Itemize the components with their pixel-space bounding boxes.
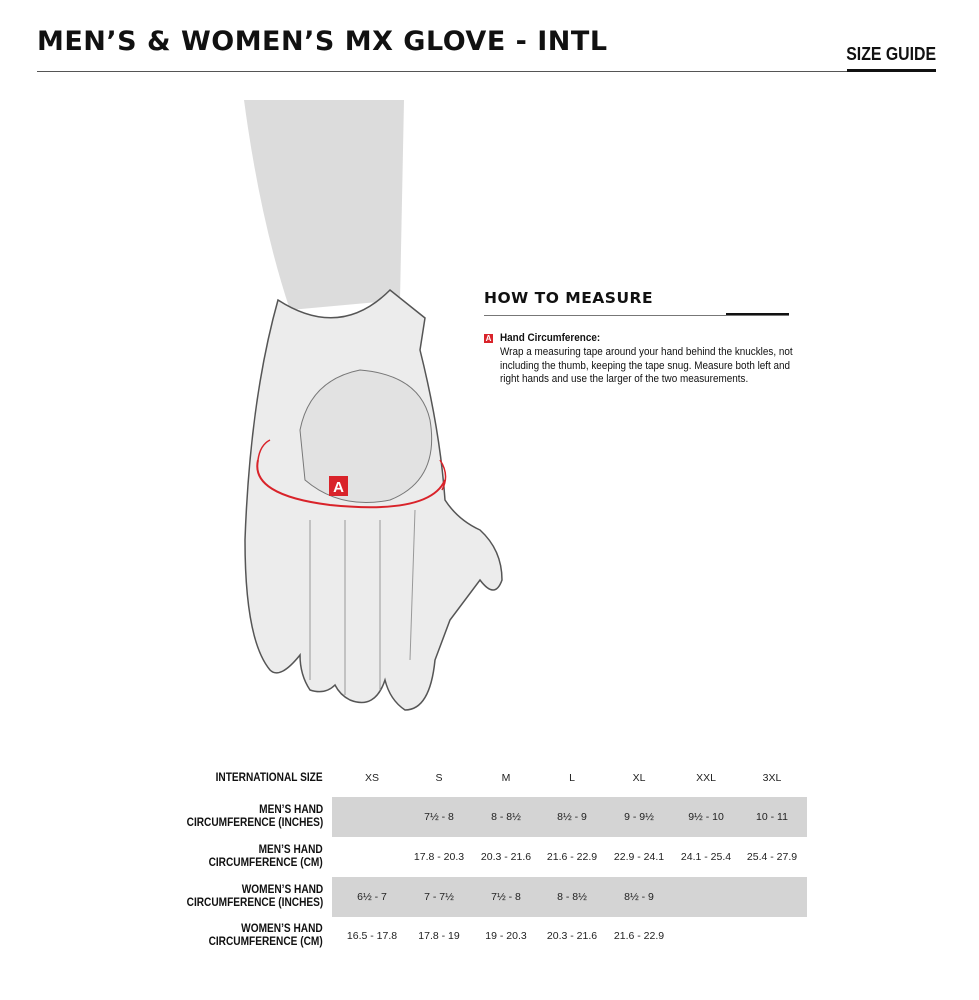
finger-lines [309, 509, 416, 695]
table-cell: 21.6 - 22.9 [613, 930, 665, 942]
measure-heading: Hand Circumference: [500, 332, 601, 344]
table-cell [739, 916, 805, 956]
row-shading [332, 877, 807, 917]
table-cell: 9 - 9½ [624, 811, 654, 823]
table-row: MEN’S HAND CIRCUMFERENCE (INCHES) 7½ - 8 8… [0, 797, 979, 837]
size-header: L [569, 772, 575, 784]
table-row: WOMEN’S HAND CIRCUMFERENCE (CM) 16.5 - 17… [0, 916, 979, 956]
measure-badge: A [484, 334, 493, 343]
table-cell [339, 837, 405, 877]
table-cell: 8 - 8½ [557, 891, 587, 903]
marker-a [329, 476, 348, 496]
size-guide-label: SIZE GUIDE [846, 44, 936, 64]
table-row: WOMEN’S HAND CIRCUMFERENCE (INCHES) 6½ - … [0, 877, 979, 917]
table-cell: 22.9 - 24.1 [613, 851, 665, 863]
table-cell: 7½ - 8 [491, 891, 521, 903]
header-divider [37, 71, 936, 72]
table-cell: 25.4 - 27.9 [746, 851, 798, 863]
table-cell: 19 - 20.3 [485, 930, 527, 942]
row-label: MEN’S HAND CIRCUMFERENCE (INCHES) [186, 804, 323, 829]
table-cell: 6½ - 7 [357, 891, 387, 903]
header-divider-accent [847, 69, 936, 72]
table-cell: 20.3 - 21.6 [480, 851, 532, 863]
table-cell: 7 - 7½ [424, 891, 454, 903]
table-cell: 8 - 8½ [491, 811, 521, 823]
table-cell [673, 877, 739, 917]
page-title: MEN’S & WOMEN’S MX GLOVE - INTL [37, 26, 608, 57]
table-header-row: INTERNATIONAL SIZE XS S M L XL XXL 3XL [0, 758, 979, 798]
knuckle-guard [299, 369, 433, 503]
size-header: XL [632, 772, 646, 784]
table-cell: 8½ - 9 [624, 891, 654, 903]
table-cell: 17.8 - 20.3 [413, 851, 465, 863]
table-row: MEN’S HAND CIRCUMFERENCE (CM) 17.8 - 20.3… [0, 837, 979, 877]
size-header: 3XL [762, 772, 782, 784]
table-cell: 24.1 - 25.4 [680, 851, 732, 863]
table-cell: 20.3 - 21.6 [546, 930, 598, 942]
how-to-measure-divider [484, 315, 789, 316]
row-label: WOMEN’S HAND CIRCUMFERENCE (INCHES) [186, 884, 323, 909]
size-header: S [435, 772, 443, 784]
table-cell: 21.6 - 22.9 [546, 851, 598, 863]
how-to-measure-divider-accent [726, 313, 789, 315]
table-cell: 8½ - 9 [557, 811, 587, 823]
how-to-measure-title: HOW TO MEASURE [484, 289, 654, 307]
table-header-label: INTERNATIONAL SIZE [215, 771, 323, 784]
table-cell [673, 916, 739, 956]
arm [244, 100, 404, 310]
table-cell: 17.8 - 19 [418, 930, 460, 942]
size-header: XXL [696, 772, 716, 784]
table-cell [739, 877, 805, 917]
size-header: XS [364, 772, 379, 784]
table-cell: 9½ - 10 [688, 811, 724, 823]
row-shading [332, 797, 807, 837]
table-cell: 7½ - 8 [424, 811, 454, 823]
row-label: MEN’S HAND CIRCUMFERENCE (CM) [208, 844, 323, 869]
table-cell: 16.5 - 17.8 [346, 930, 398, 942]
measure-instructions: Wrap a measuring tape around your hand b… [500, 346, 793, 385]
table-cell [339, 797, 405, 837]
row-label: WOMEN’S HAND CIRCUMFERENCE (CM) [208, 923, 323, 948]
measuring-tape [256, 459, 446, 509]
marker-a-label: A [333, 479, 344, 496]
size-header: M [501, 772, 511, 784]
table-cell: 10 - 11 [756, 811, 788, 823]
glove-illustration: A [244, 100, 503, 711]
